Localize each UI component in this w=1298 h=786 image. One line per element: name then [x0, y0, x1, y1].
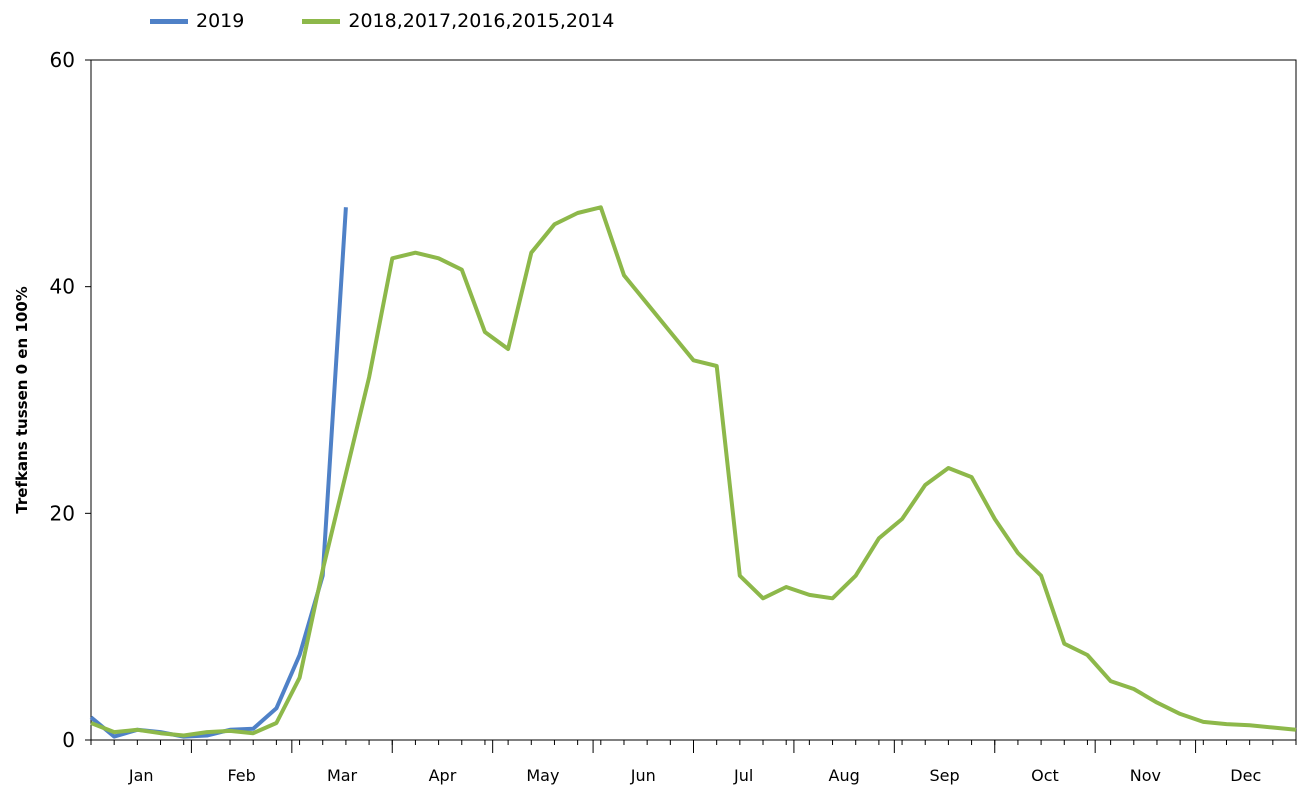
x-tick-label-may: May — [526, 766, 559, 785]
legend-label-2018-2014: 2018,2017,2016,2015,2014 — [348, 10, 615, 32]
x-tick-label-aug: Aug — [829, 766, 860, 785]
legend-swatch-2018-2014 — [302, 18, 341, 24]
legend-item-2019: 2019 — [150, 10, 244, 32]
x-tick-label-dec: Dec — [1230, 766, 1261, 785]
x-tick-label-oct: Oct — [1031, 766, 1059, 785]
y-tick-label-60: 60 — [50, 48, 75, 72]
x-tick-label-jul: Jul — [733, 766, 753, 785]
x-tick-label-apr: Apr — [429, 766, 457, 785]
legend-label-2019: 2019 — [196, 10, 245, 32]
y-tick-label-0: 0 — [62, 728, 75, 752]
y-tick-label-20: 20 — [50, 501, 75, 525]
x-tick-label-jun: Jun — [630, 766, 656, 785]
plot-area-frame — [90, 59, 1297, 741]
x-tick-label-sep: Sep — [929, 766, 959, 785]
x-tick-label-jan: Jan — [128, 766, 154, 785]
series-line-2019 — [89, 207, 348, 739]
legend-swatch-2019 — [150, 18, 188, 24]
y-tick-label-40: 40 — [50, 275, 75, 299]
x-tick-label-feb: Feb — [227, 766, 255, 785]
chart-legend: 2019 2018,2017,2016,2015,2014 — [150, 10, 672, 32]
legend-item-2018-2014: 2018,2017,2016,2015,2014 — [302, 10, 614, 32]
x-tick-label-nov: Nov — [1130, 766, 1161, 785]
x-tick-label-mar: Mar — [327, 766, 358, 785]
series-line-2018-2014 — [90, 205, 1297, 738]
